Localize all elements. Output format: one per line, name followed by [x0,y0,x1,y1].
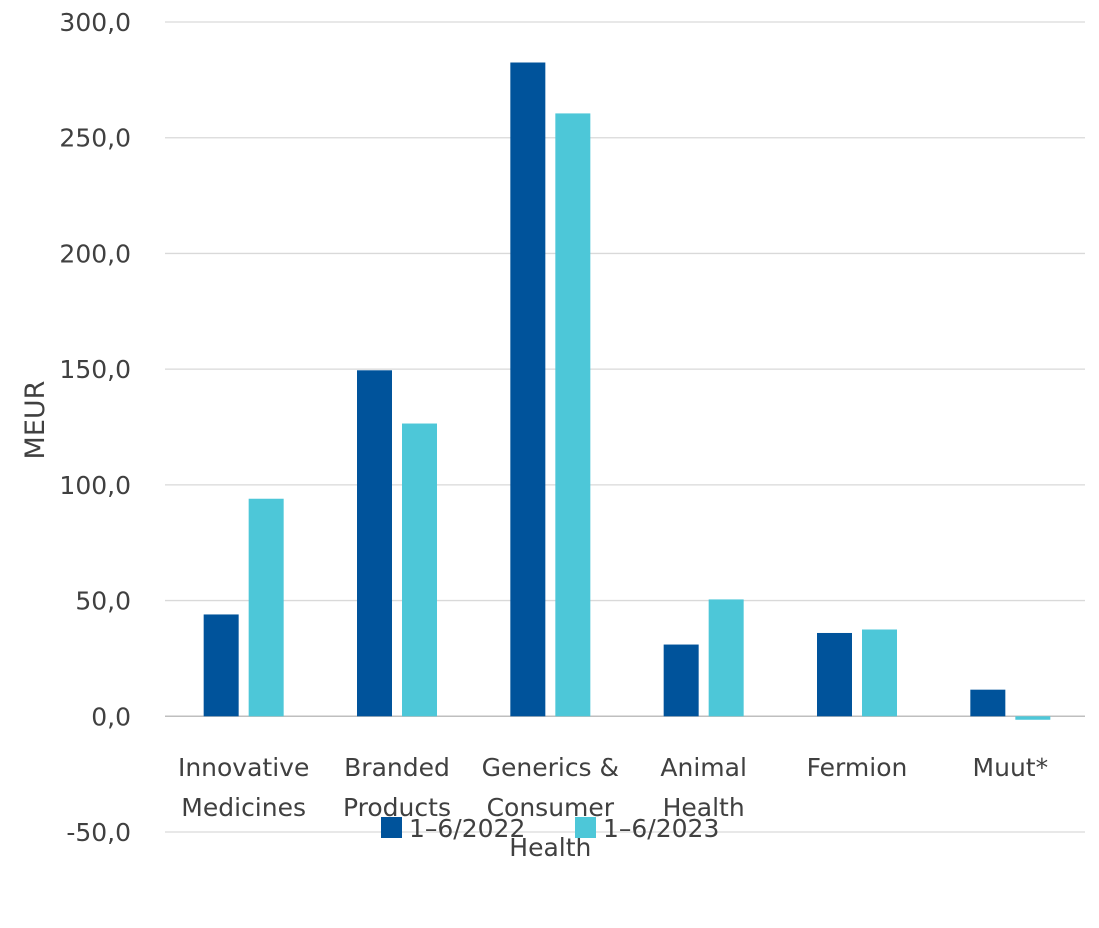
bar [555,113,591,717]
x-category-label-line: Animal [660,753,747,782]
y-tick-label: 100,0 [59,471,131,500]
x-category-label: Fermion [807,753,908,782]
y-tick-label: 200,0 [59,239,131,268]
bar [970,689,1006,717]
bar [817,632,852,717]
legend: 1–6/2022 1–6/2023 [381,814,719,843]
x-category-label-line: Generics & [482,753,619,782]
y-tick-label: -50,0 [66,818,131,847]
x-category-label: Branded Products [343,753,451,822]
x-category-label-line: Fermion [807,753,908,782]
legend-swatch [381,817,402,838]
bar [708,599,744,717]
y-tick-label: 300,0 [59,8,131,37]
bar [357,370,392,717]
bar [510,62,546,717]
x-category-label-line: Health [663,793,745,822]
x-category-label-line: Medicines [181,793,306,822]
bar [862,629,897,717]
x-category-label-line: Branded [344,753,450,782]
bar [203,614,239,717]
x-category-label-line: Muut* [973,753,1049,782]
x-category-label: Animal Health [660,753,747,822]
bar [402,423,437,717]
x-category-label: Generics & Consumer Health [482,753,619,862]
bar [663,644,699,717]
legend-label: 1–6/2022 [409,814,525,843]
y-tick-label: 250,0 [59,124,131,153]
x-category-label: Muut* [973,753,1049,782]
y-axis-tick-labels: 300,0 250,0 200,0 150,0 100,0 50,0 0,0 -50,0 [59,8,131,847]
x-axis-category-labels: Innovative Medicines Branded Products Generi… [178,753,1048,862]
x-category-label: Innovative Medicines [178,753,309,822]
y-axis-label: MEUR [20,381,51,460]
legend-swatch [575,817,596,838]
y-tick-label: 50,0 [75,587,131,616]
y-tick-label: 150,0 [59,355,131,384]
gridlines [165,21,1085,833]
legend-label: 1–6/2023 [603,814,719,843]
bars [203,62,1051,720]
bar [1015,716,1051,720]
bar [248,498,284,717]
x-category-label-line: Innovative [178,753,309,782]
y-tick-label: 0,0 [91,702,131,731]
